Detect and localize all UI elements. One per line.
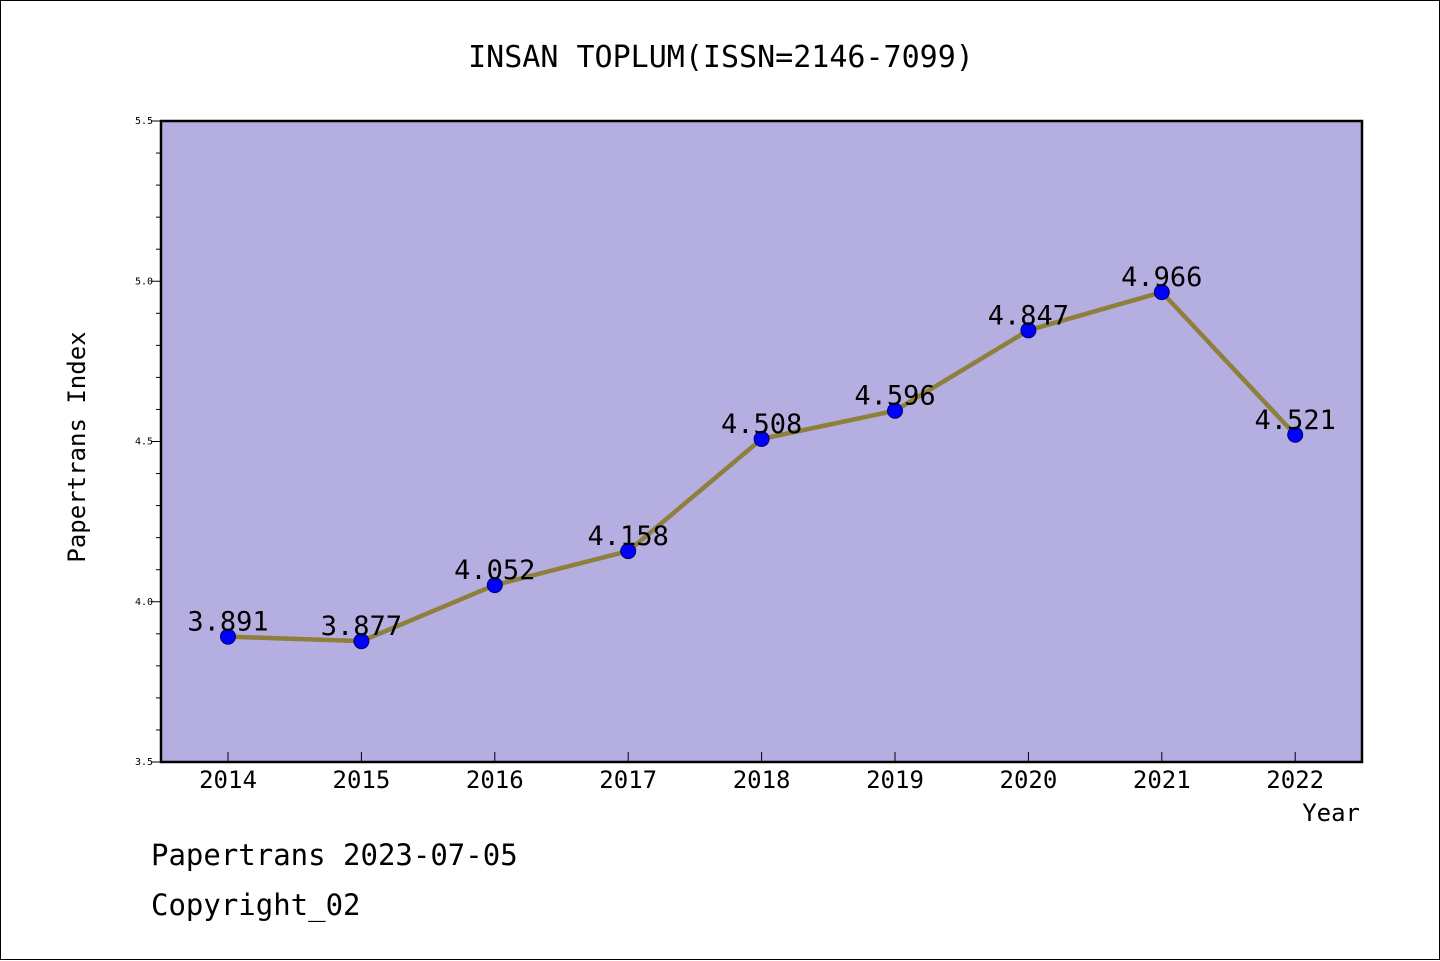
data-label: 4.847	[988, 300, 1069, 331]
x-tick-label: 2016	[466, 766, 524, 794]
y-axis-ticks: 3.5 4.0 4.5 5.0 5.5	[135, 116, 161, 768]
data-point	[753, 430, 770, 447]
data-point	[486, 577, 503, 594]
y-tick-label: 3.5	[135, 757, 153, 768]
x-tick-label: 2019	[866, 766, 924, 794]
chart-title: INSAN TOPLUM(ISSN=2146-7099)	[468, 40, 974, 75]
x-tick-label: 2015	[333, 766, 391, 794]
x-tick-label: 2022	[1266, 766, 1324, 794]
x-tick-label: 2020	[1000, 766, 1058, 794]
y-tick-label: 5.0	[135, 276, 153, 287]
data-label: 4.158	[588, 521, 669, 552]
x-tick-label: 2014	[199, 766, 257, 794]
y-axis-label: Papertrans Index	[63, 331, 91, 562]
data-label: 4.596	[854, 381, 935, 412]
y-tick-label: 4.0	[135, 597, 153, 608]
series-layer: 3.891 3.877 4.052 4.158 4.508 4.596 4.847 4.966…	[187, 262, 1336, 650]
y-tick-label: 5.5	[135, 116, 153, 127]
x-tick-label: 2018	[733, 766, 791, 794]
x-axis-label: Year	[1302, 799, 1360, 827]
data-label: 4.052	[454, 555, 535, 586]
footer-date: Papertrans 2023-07-05	[151, 838, 518, 872]
x-tick-label: 2021	[1133, 766, 1191, 794]
data-label: 4.521	[1255, 405, 1336, 436]
data-label: 4.508	[721, 409, 802, 440]
data-point	[1020, 322, 1037, 339]
data-point	[887, 402, 903, 419]
data-label: 3.877	[321, 611, 402, 642]
data-label: 4.966	[1121, 262, 1202, 293]
data-point	[620, 543, 637, 560]
data-point	[353, 633, 370, 650]
data-point	[1287, 426, 1304, 443]
x-axis-ticks: 2014 2015 2016 2017 2018 2019 2020 2021 2022	[199, 752, 1324, 794]
data-point	[220, 628, 236, 645]
footer-copyright: Copyright_02	[151, 888, 361, 923]
data-label: 3.891	[187, 607, 268, 638]
y-tick-label: 4.5	[135, 437, 153, 448]
x-tick-label: 2017	[599, 766, 657, 794]
data-point	[1153, 284, 1170, 301]
plot-border	[159, 119, 1364, 764]
